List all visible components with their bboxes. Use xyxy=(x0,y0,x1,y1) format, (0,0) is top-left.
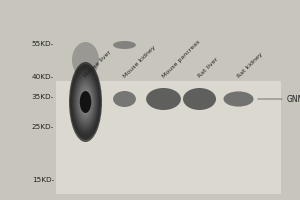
Ellipse shape xyxy=(79,86,92,118)
Text: 55KD-: 55KD- xyxy=(32,41,54,47)
Text: Rat liver: Rat liver xyxy=(197,57,220,79)
Ellipse shape xyxy=(81,91,90,113)
Ellipse shape xyxy=(71,66,100,138)
Ellipse shape xyxy=(69,62,102,142)
Ellipse shape xyxy=(183,88,216,110)
Ellipse shape xyxy=(224,91,254,107)
Ellipse shape xyxy=(78,84,93,120)
Ellipse shape xyxy=(77,82,94,122)
Bar xyxy=(56,81,280,194)
Text: Mouse liver: Mouse liver xyxy=(83,50,112,79)
Text: Mouse pancreas: Mouse pancreas xyxy=(161,39,201,79)
Ellipse shape xyxy=(80,91,91,113)
Text: GNMT: GNMT xyxy=(286,95,300,104)
Text: 40KD-: 40KD- xyxy=(32,74,54,80)
Ellipse shape xyxy=(113,91,136,107)
Ellipse shape xyxy=(80,89,91,115)
Ellipse shape xyxy=(72,69,99,135)
Text: 35KD-: 35KD- xyxy=(32,94,54,100)
Ellipse shape xyxy=(70,64,101,140)
Text: 15KD-: 15KD- xyxy=(32,177,54,183)
Ellipse shape xyxy=(84,98,87,106)
Text: 25KD-: 25KD- xyxy=(32,124,54,130)
Ellipse shape xyxy=(73,71,98,133)
Ellipse shape xyxy=(76,80,95,124)
Ellipse shape xyxy=(82,93,89,111)
Ellipse shape xyxy=(72,42,99,78)
Ellipse shape xyxy=(113,41,136,49)
Ellipse shape xyxy=(146,88,181,110)
Ellipse shape xyxy=(83,95,88,109)
Ellipse shape xyxy=(74,75,97,129)
Ellipse shape xyxy=(74,73,98,131)
Text: Mouse kidney: Mouse kidney xyxy=(122,45,157,79)
Text: Rat kidney: Rat kidney xyxy=(236,52,264,79)
Ellipse shape xyxy=(75,78,96,126)
